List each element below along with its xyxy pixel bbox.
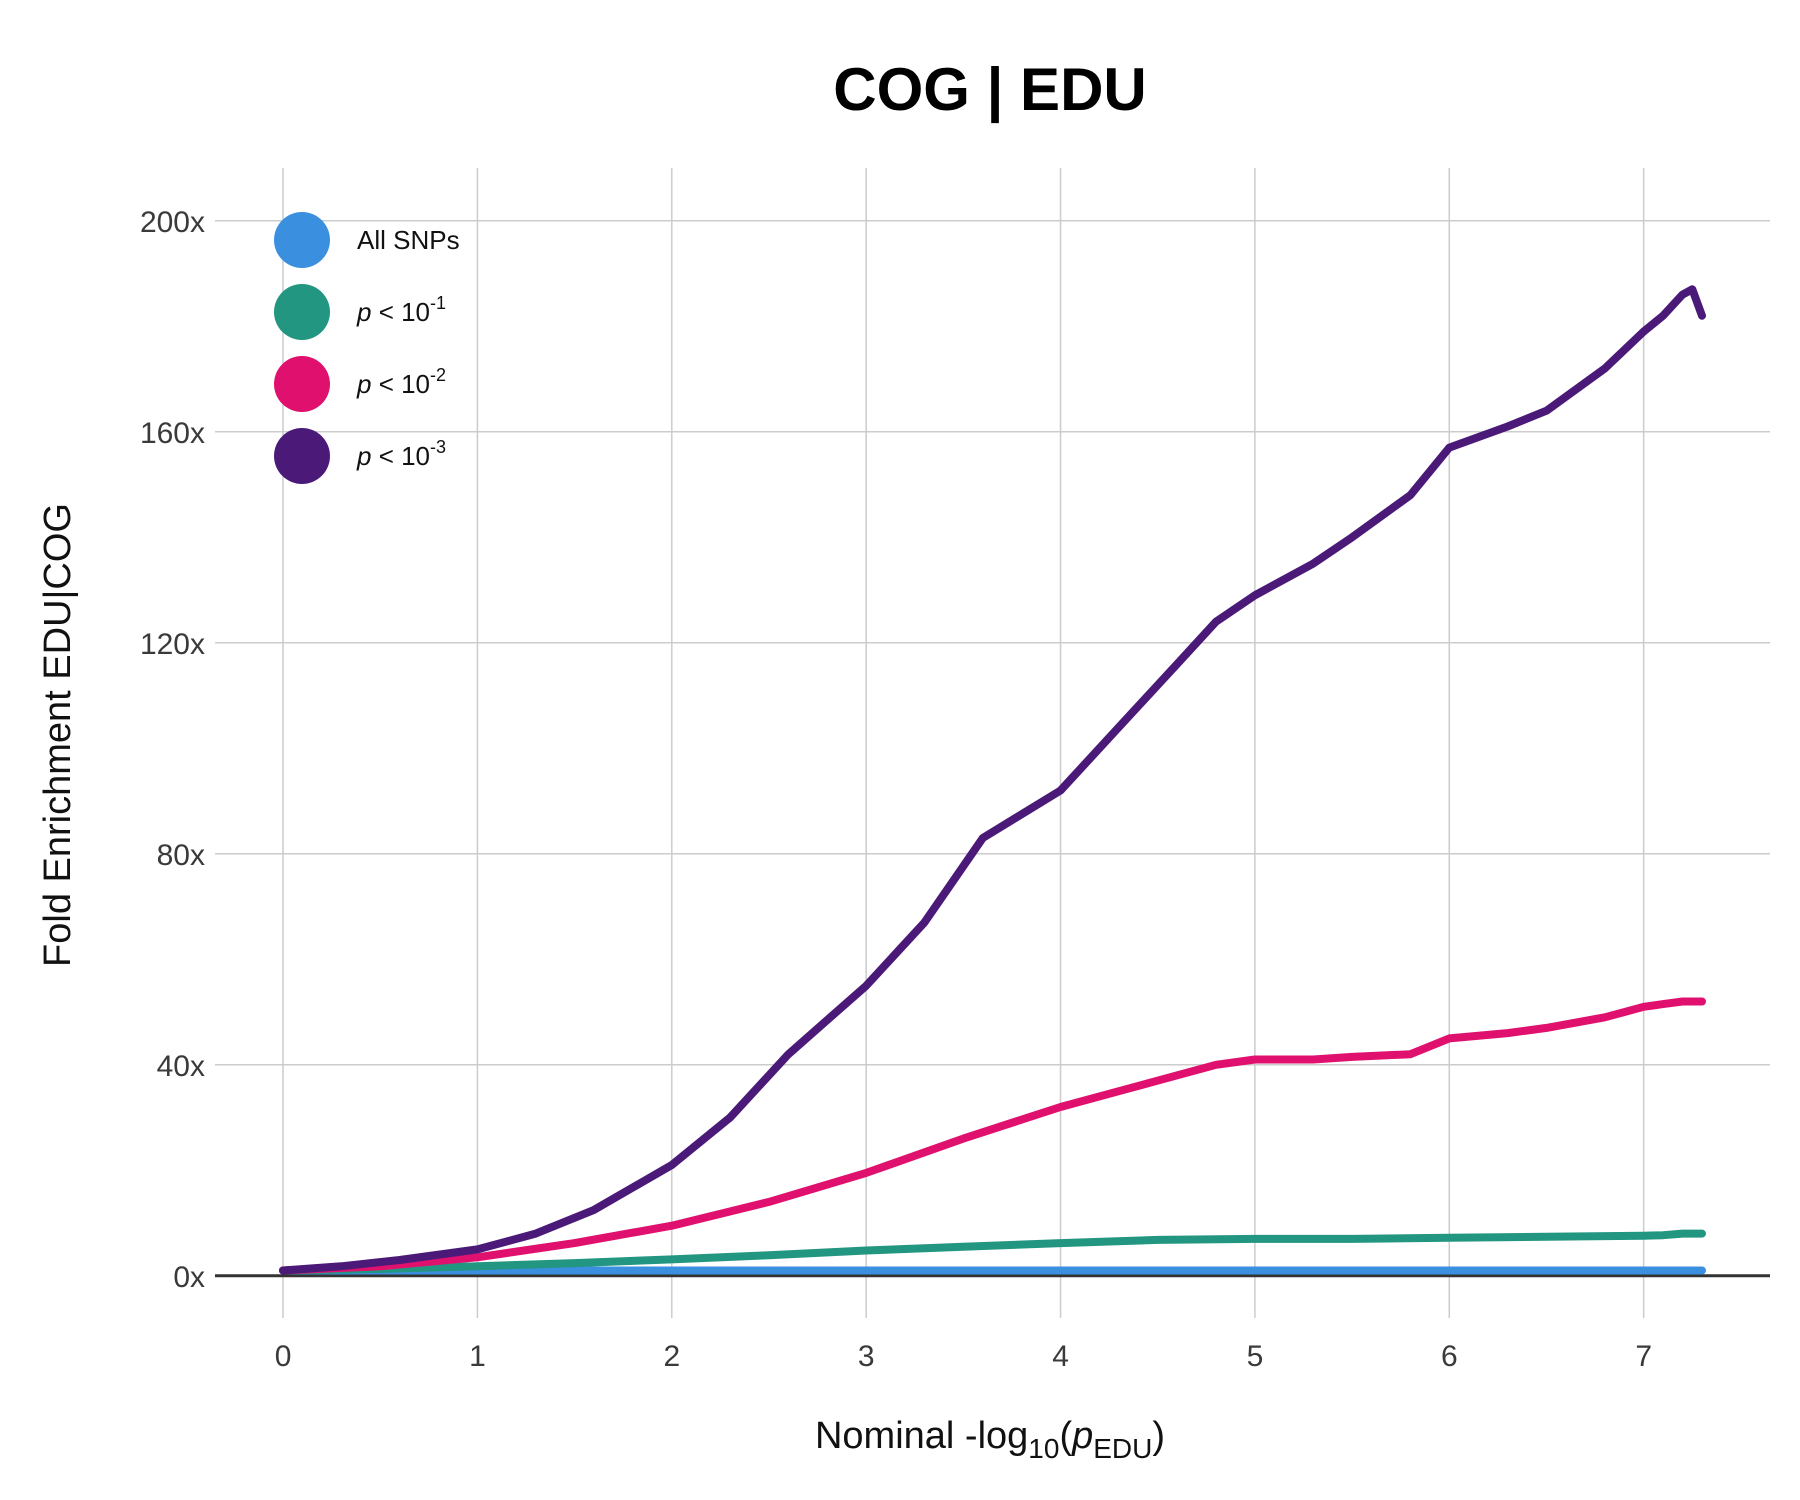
y-tick-label-4: 160x <box>140 417 205 450</box>
chart-title: COG | EDU <box>833 56 1146 124</box>
x-tick-labels: 0 1 2 3 4 5 6 7 <box>275 1340 1652 1373</box>
x-tick-label-5: 5 <box>1247 1340 1264 1373</box>
x-tick-label-2: 2 <box>663 1340 680 1373</box>
x-axis-title-paren-close: ) <box>1152 1415 1165 1457</box>
x-tick-label-3: 3 <box>858 1340 875 1373</box>
x-tick-label-1: 1 <box>469 1340 486 1373</box>
legend-label-p-3: p <box>356 441 371 471</box>
y-tick-label-1: 40x <box>157 1050 205 1083</box>
series-line-3 <box>283 289 1702 1270</box>
series-lines <box>283 289 1702 1270</box>
x-tick-label-6: 6 <box>1441 1340 1458 1373</box>
legend-label-exp-3: -3 <box>430 437 446 457</box>
x-tick-label-4: 4 <box>1052 1340 1069 1373</box>
y-tick-label-0: 0x <box>173 1261 205 1294</box>
legend-marker-1 <box>274 284 330 340</box>
legend-label-p-2: p <box>356 369 371 399</box>
series-line-2 <box>283 1002 1702 1271</box>
legend-label-lt-2: < 10 <box>371 369 430 399</box>
legend-marker-3 <box>274 428 330 484</box>
x-axis-title-p-sub: EDU <box>1093 1433 1152 1464</box>
x-axis-title: Nominal -log10(pEDU) <box>815 1415 1165 1464</box>
y-tick-label-5: 200x <box>140 206 205 239</box>
y-tick-labels: 0x 40x 80x 120x 160x 200x <box>140 206 205 1294</box>
legend-label-3: p < 10-3 <box>356 437 446 471</box>
legend-label-exp-2: -2 <box>430 365 446 385</box>
x-tick-label-7: 7 <box>1635 1340 1652 1373</box>
legend-label-1: p < 10-1 <box>356 293 446 327</box>
legend-marker-0 <box>274 212 330 268</box>
legend-label-0: All SNPs <box>357 225 460 255</box>
y-axis-title: Fold Enrichment EDU|COG <box>37 503 79 967</box>
legend-label-lt-3: < 10 <box>371 441 430 471</box>
legend-label-lt-1: < 10 <box>371 297 430 327</box>
grid <box>215 168 1770 1318</box>
legend-label-exp-1: -1 <box>430 293 446 313</box>
x-tick-label-0: 0 <box>275 1340 292 1373</box>
x-axis-title-sub: 10 <box>1028 1433 1059 1464</box>
x-axis-title-main: Nominal -log <box>815 1415 1028 1457</box>
y-tick-label-2: 80x <box>157 839 205 872</box>
legend-label-p-1: p <box>356 297 371 327</box>
legend-marker-2 <box>274 356 330 412</box>
legend-label-2: p < 10-2 <box>356 365 446 399</box>
y-tick-label-3: 120x <box>140 628 205 661</box>
x-axis-title-paren-open: ( <box>1059 1415 1072 1457</box>
x-axis-title-p: p <box>1071 1415 1093 1457</box>
